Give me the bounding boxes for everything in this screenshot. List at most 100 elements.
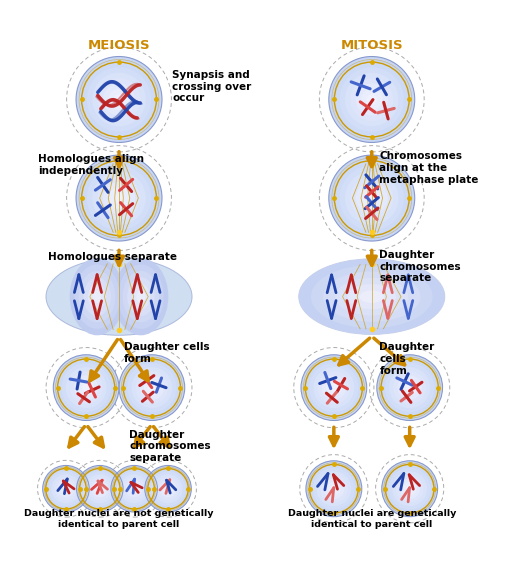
Ellipse shape (54, 477, 78, 500)
Ellipse shape (88, 284, 106, 310)
Ellipse shape (81, 161, 157, 236)
Ellipse shape (92, 171, 146, 225)
Ellipse shape (140, 375, 164, 400)
Ellipse shape (326, 379, 342, 396)
Ellipse shape (299, 259, 445, 335)
Ellipse shape (385, 464, 434, 513)
Ellipse shape (335, 278, 408, 316)
Ellipse shape (311, 265, 433, 328)
Ellipse shape (93, 290, 102, 303)
Ellipse shape (148, 469, 189, 509)
Ellipse shape (103, 83, 135, 116)
Ellipse shape (82, 471, 117, 506)
Ellipse shape (334, 161, 409, 236)
Ellipse shape (63, 486, 69, 492)
Ellipse shape (119, 355, 185, 420)
Ellipse shape (76, 57, 162, 143)
Ellipse shape (345, 73, 399, 126)
Ellipse shape (94, 483, 105, 495)
Ellipse shape (98, 78, 140, 121)
Ellipse shape (329, 57, 415, 143)
Ellipse shape (125, 480, 143, 498)
Ellipse shape (345, 171, 399, 225)
Ellipse shape (136, 290, 145, 303)
Ellipse shape (366, 193, 377, 203)
Text: Chromosomes
align at the
metaphase plate: Chromosomes align at the metaphase plate (379, 152, 479, 185)
Ellipse shape (70, 258, 124, 335)
Ellipse shape (317, 471, 351, 506)
Ellipse shape (347, 284, 396, 309)
Ellipse shape (393, 371, 426, 404)
Ellipse shape (58, 359, 115, 416)
Ellipse shape (117, 471, 152, 506)
Text: MEIOSIS: MEIOSIS (88, 39, 150, 52)
Ellipse shape (122, 477, 146, 500)
Ellipse shape (162, 483, 174, 495)
Ellipse shape (128, 483, 140, 495)
Ellipse shape (114, 193, 124, 203)
Ellipse shape (151, 471, 186, 506)
Ellipse shape (406, 485, 413, 492)
Ellipse shape (74, 375, 99, 400)
Ellipse shape (309, 464, 358, 513)
Ellipse shape (97, 486, 103, 492)
Ellipse shape (79, 271, 115, 323)
Ellipse shape (389, 468, 431, 509)
Ellipse shape (81, 62, 157, 137)
Ellipse shape (91, 480, 108, 498)
Ellipse shape (340, 166, 404, 230)
Ellipse shape (75, 265, 120, 329)
Ellipse shape (340, 67, 404, 132)
Ellipse shape (323, 272, 420, 322)
Ellipse shape (377, 355, 443, 420)
Ellipse shape (87, 166, 151, 230)
Ellipse shape (382, 461, 437, 517)
Ellipse shape (402, 482, 417, 496)
Ellipse shape (389, 367, 430, 408)
Ellipse shape (123, 359, 180, 416)
Ellipse shape (397, 375, 422, 400)
Ellipse shape (98, 177, 140, 220)
Text: Homologues align
independently: Homologues align independently (38, 154, 144, 176)
Text: Daughter nuclei are not genetically
identical to parent cell: Daughter nuclei are not genetically iden… (24, 509, 214, 529)
Text: Daughter cells
form: Daughter cells form (124, 343, 210, 364)
Ellipse shape (330, 383, 338, 392)
Ellipse shape (66, 367, 107, 408)
Ellipse shape (62, 363, 111, 412)
Ellipse shape (299, 259, 445, 335)
Ellipse shape (80, 469, 120, 509)
Ellipse shape (127, 363, 176, 412)
Ellipse shape (361, 89, 382, 110)
Ellipse shape (314, 367, 354, 408)
Ellipse shape (361, 187, 382, 209)
Ellipse shape (143, 379, 160, 396)
Ellipse shape (57, 480, 75, 498)
Ellipse shape (108, 89, 130, 110)
Ellipse shape (76, 155, 162, 241)
Ellipse shape (53, 355, 119, 420)
Ellipse shape (87, 67, 151, 132)
Ellipse shape (85, 474, 114, 503)
Ellipse shape (159, 480, 177, 498)
Ellipse shape (396, 475, 424, 503)
Ellipse shape (154, 474, 182, 503)
Ellipse shape (111, 465, 157, 512)
Ellipse shape (43, 465, 89, 512)
Ellipse shape (406, 383, 414, 392)
Ellipse shape (114, 258, 168, 335)
Ellipse shape (131, 486, 137, 492)
Ellipse shape (366, 94, 377, 105)
Ellipse shape (313, 468, 355, 509)
Ellipse shape (356, 83, 388, 116)
Ellipse shape (331, 485, 337, 492)
Ellipse shape (385, 363, 434, 412)
Ellipse shape (46, 258, 192, 335)
Ellipse shape (156, 477, 180, 500)
Ellipse shape (392, 471, 427, 506)
Text: Homologues separate: Homologues separate (48, 252, 177, 261)
Ellipse shape (127, 277, 155, 316)
Ellipse shape (381, 359, 438, 416)
Ellipse shape (70, 371, 103, 404)
Ellipse shape (60, 483, 72, 495)
Text: Daughter
chromosomes
separate: Daughter chromosomes separate (379, 250, 461, 283)
